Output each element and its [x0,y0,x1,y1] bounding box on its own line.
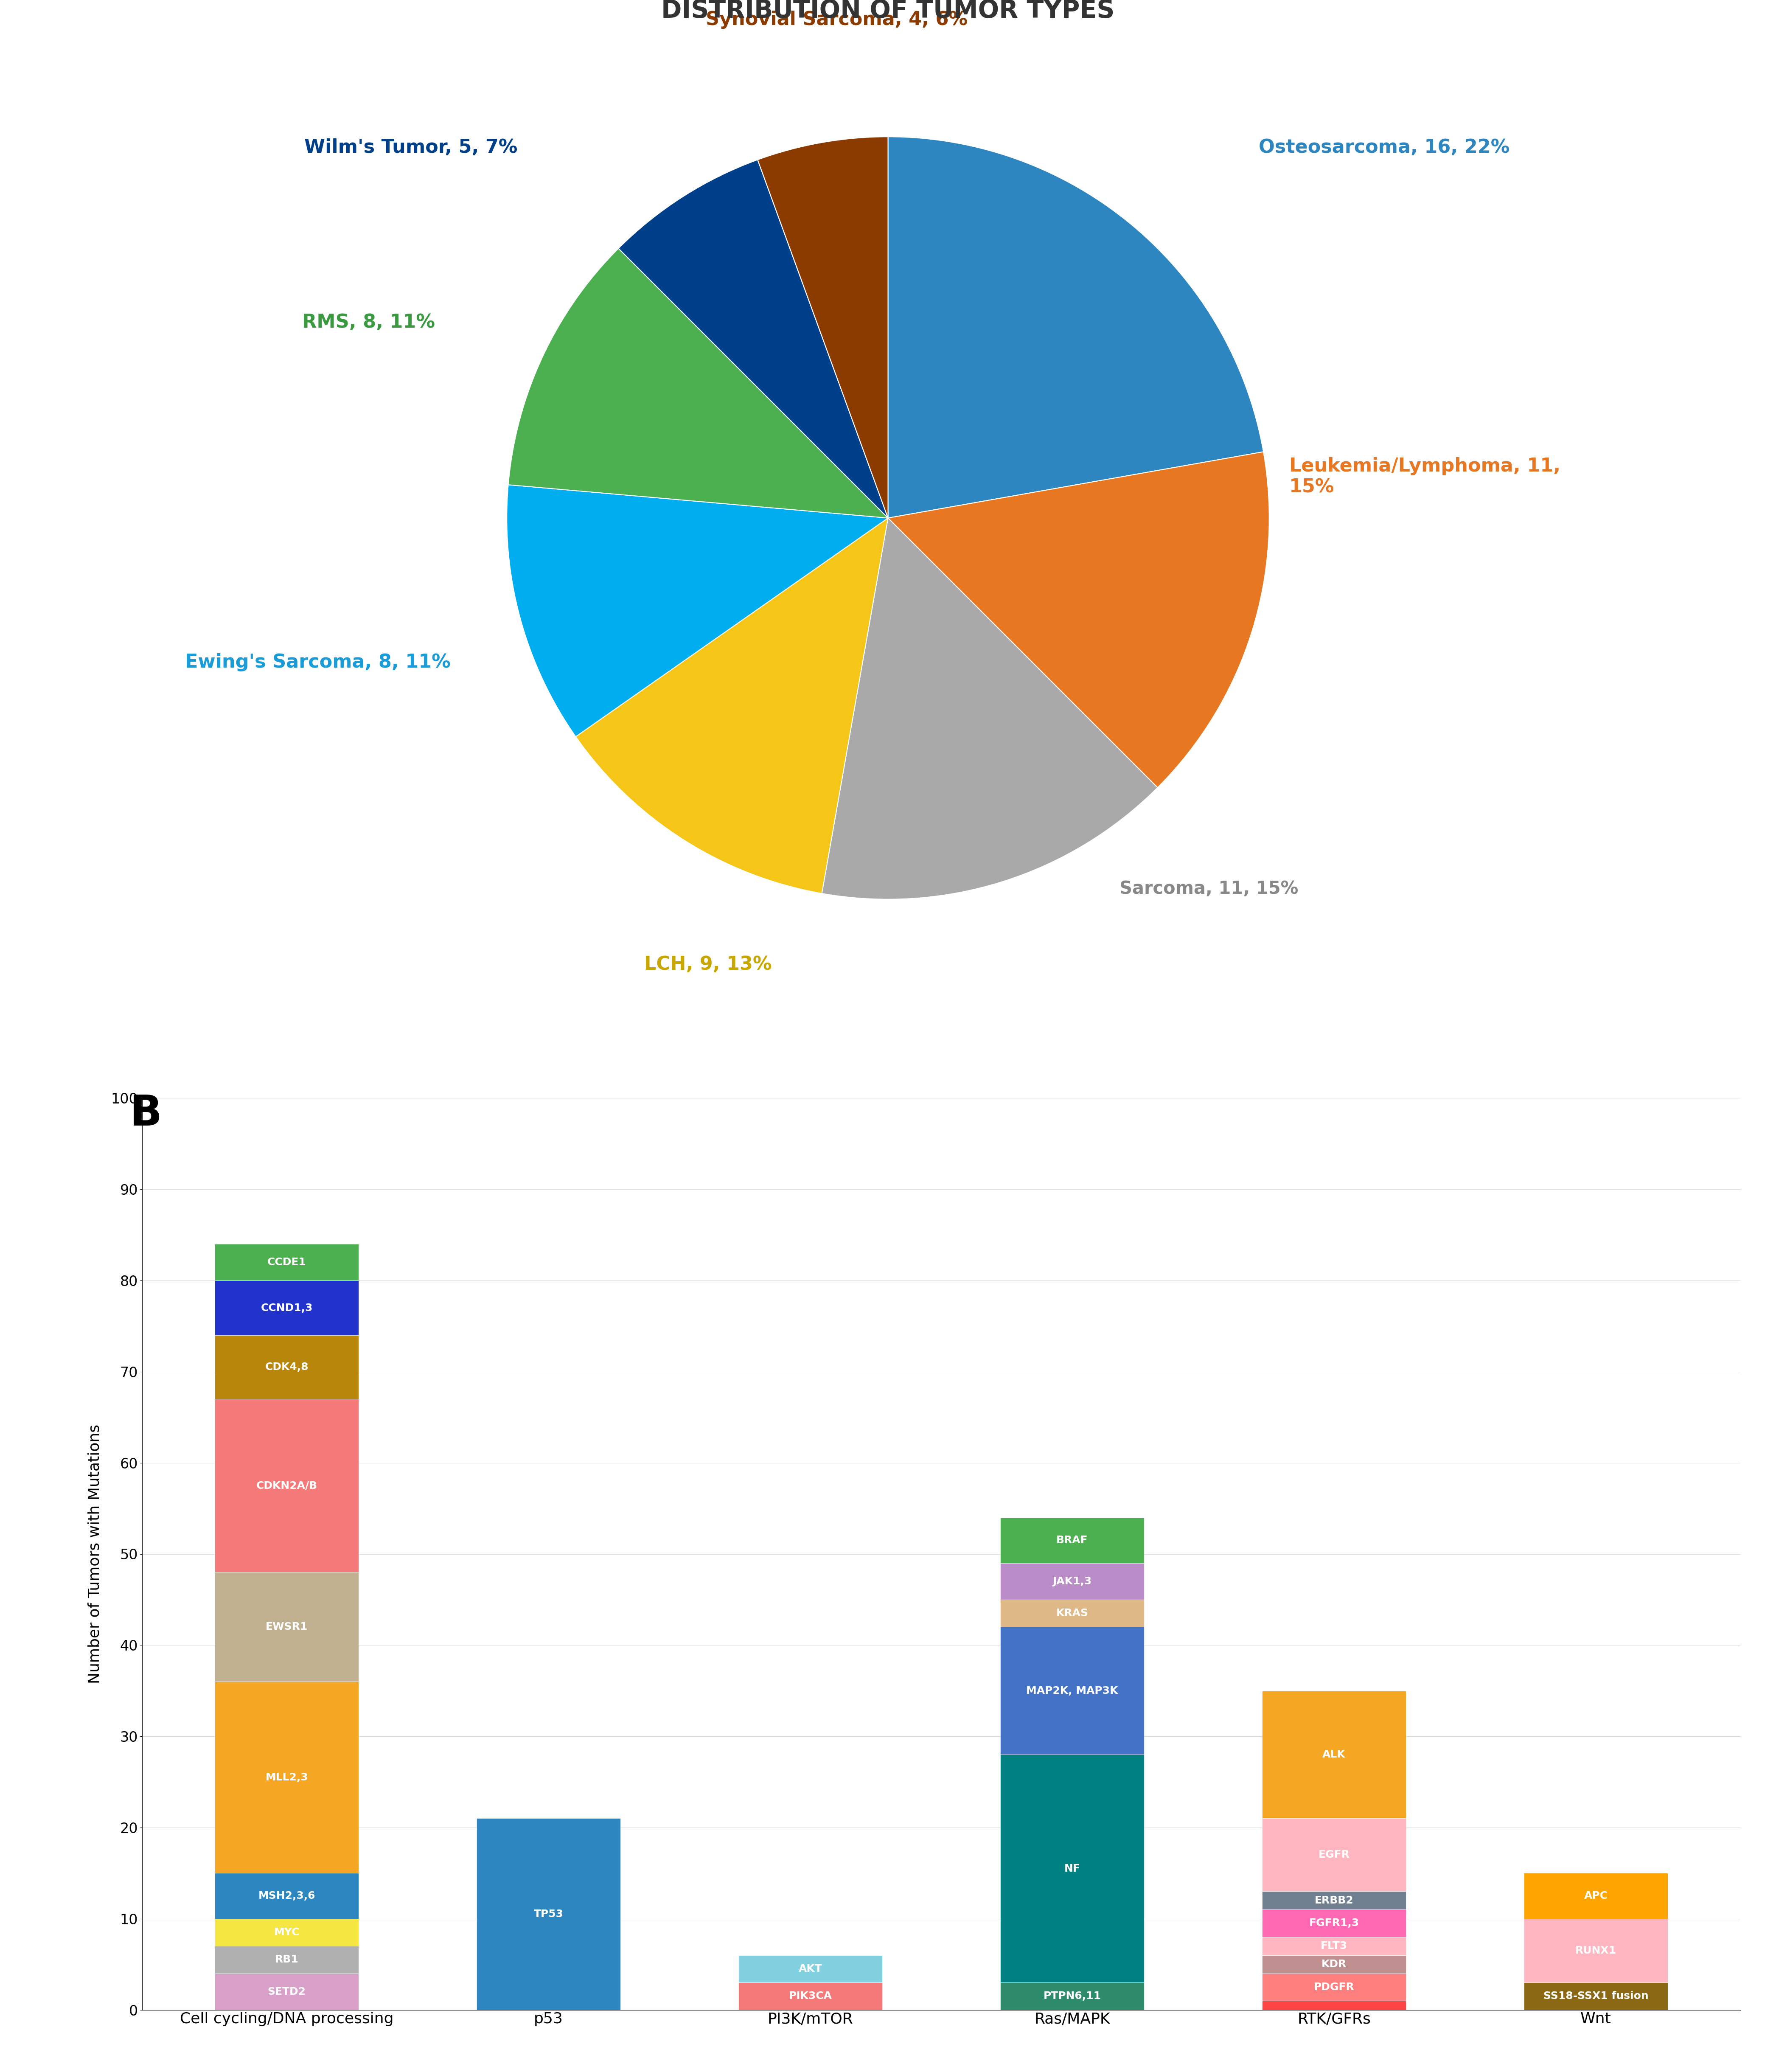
Text: EGFR: EGFR [1318,1850,1350,1861]
Text: MAP2K, MAP3K: MAP2K, MAP3K [1027,1687,1119,1695]
Text: KDR: KDR [1321,1960,1346,1968]
Title: DISTRIBUTION OF TUMOR TYPES: DISTRIBUTION OF TUMOR TYPES [661,0,1115,23]
Bar [1000,1983,1144,2010]
Text: Wilm's Tumor, 5, 7%: Wilm's Tumor, 5, 7% [304,139,517,157]
Text: B: B [130,1094,162,1135]
Wedge shape [575,518,888,893]
Bar [1263,1973,1407,2002]
Bar [1263,1937,1407,1956]
Wedge shape [888,137,1263,518]
Bar [1524,1983,1668,2010]
Text: AKT: AKT [799,1964,822,1975]
Text: CCDE1: CCDE1 [266,1258,305,1268]
Bar [739,1956,883,1983]
Bar [1000,1562,1144,1600]
Text: PDGFR: PDGFR [1314,1983,1355,1991]
Text: LCH, 9, 13%: LCH, 9, 13% [645,955,771,974]
Wedge shape [822,518,1158,899]
Text: Leukemia/Lymphoma, 11,
15%: Leukemia/Lymphoma, 11, 15% [1289,458,1561,497]
Wedge shape [888,452,1270,787]
Text: Synovial Sarcoma, 4, 6%: Synovial Sarcoma, 4, 6% [705,10,968,29]
Bar [215,1334,359,1399]
Bar [215,1919,359,1946]
Text: PTPN6,11: PTPN6,11 [1043,1991,1101,2002]
Text: RUNX1: RUNX1 [1575,1946,1616,1956]
Bar [1524,1873,1668,1919]
Text: FLT3: FLT3 [1321,1941,1348,1952]
Bar [215,1399,359,1573]
Text: Ewing's Sarcoma, 8, 11%: Ewing's Sarcoma, 8, 11% [185,653,451,671]
Wedge shape [508,249,888,518]
Text: EWSR1: EWSR1 [266,1622,307,1633]
Text: KRAS: KRAS [1057,1608,1089,1618]
Bar [739,1983,883,2010]
Text: SS18-SSX1 fusion: SS18-SSX1 fusion [1543,1991,1648,2002]
Text: FGFR1,3: FGFR1,3 [1309,1919,1359,1929]
Bar [476,1819,620,2010]
Text: RB1: RB1 [275,1954,298,1964]
Text: CDKN2A/B: CDKN2A/B [256,1481,318,1490]
Bar [215,1573,359,1682]
Bar [215,1280,359,1334]
Text: NF: NF [1064,1863,1080,1873]
Bar [1000,1517,1144,1562]
Text: APC: APC [1584,1892,1607,1900]
Bar [215,1973,359,2010]
Text: CDK4,8: CDK4,8 [265,1361,309,1372]
Text: MLL2,3: MLL2,3 [265,1772,307,1782]
Text: SETD2: SETD2 [268,1987,305,1997]
Text: JAK1,3: JAK1,3 [1053,1577,1092,1587]
Bar [215,1873,359,1919]
Text: BRAF: BRAF [1057,1535,1089,1546]
Wedge shape [506,485,888,738]
Bar [1000,1755,1144,1983]
Bar [1000,1627,1144,1755]
Text: MSH2,3,6: MSH2,3,6 [258,1892,316,1900]
Text: CCND1,3: CCND1,3 [261,1303,313,1314]
Bar [215,1243,359,1280]
Bar [1263,1892,1407,1910]
Wedge shape [618,160,888,518]
Text: ALK: ALK [1323,1749,1346,1759]
Bar [215,1946,359,1973]
Text: PIK3CA: PIK3CA [789,1991,831,2002]
Bar [1000,1600,1144,1627]
Wedge shape [758,137,888,518]
Bar [1263,1819,1407,1892]
Text: RMS, 8, 11%: RMS, 8, 11% [302,313,435,332]
Y-axis label: Number of Tumors with Mutations: Number of Tumors with Mutations [87,1423,101,1685]
Bar [1263,1691,1407,1819]
Bar [1524,1919,1668,1983]
Text: Osteosarcoma, 16, 22%: Osteosarcoma, 16, 22% [1259,139,1510,157]
Text: MYC: MYC [274,1927,300,1937]
Bar [1263,1956,1407,1973]
Bar [1263,1910,1407,1937]
Text: Sarcoma, 11, 15%: Sarcoma, 11, 15% [1119,881,1298,897]
Bar [215,1682,359,1873]
Text: ERBB2: ERBB2 [1314,1896,1353,1906]
Text: TP53: TP53 [535,1908,563,1919]
Bar [1263,2002,1407,2010]
